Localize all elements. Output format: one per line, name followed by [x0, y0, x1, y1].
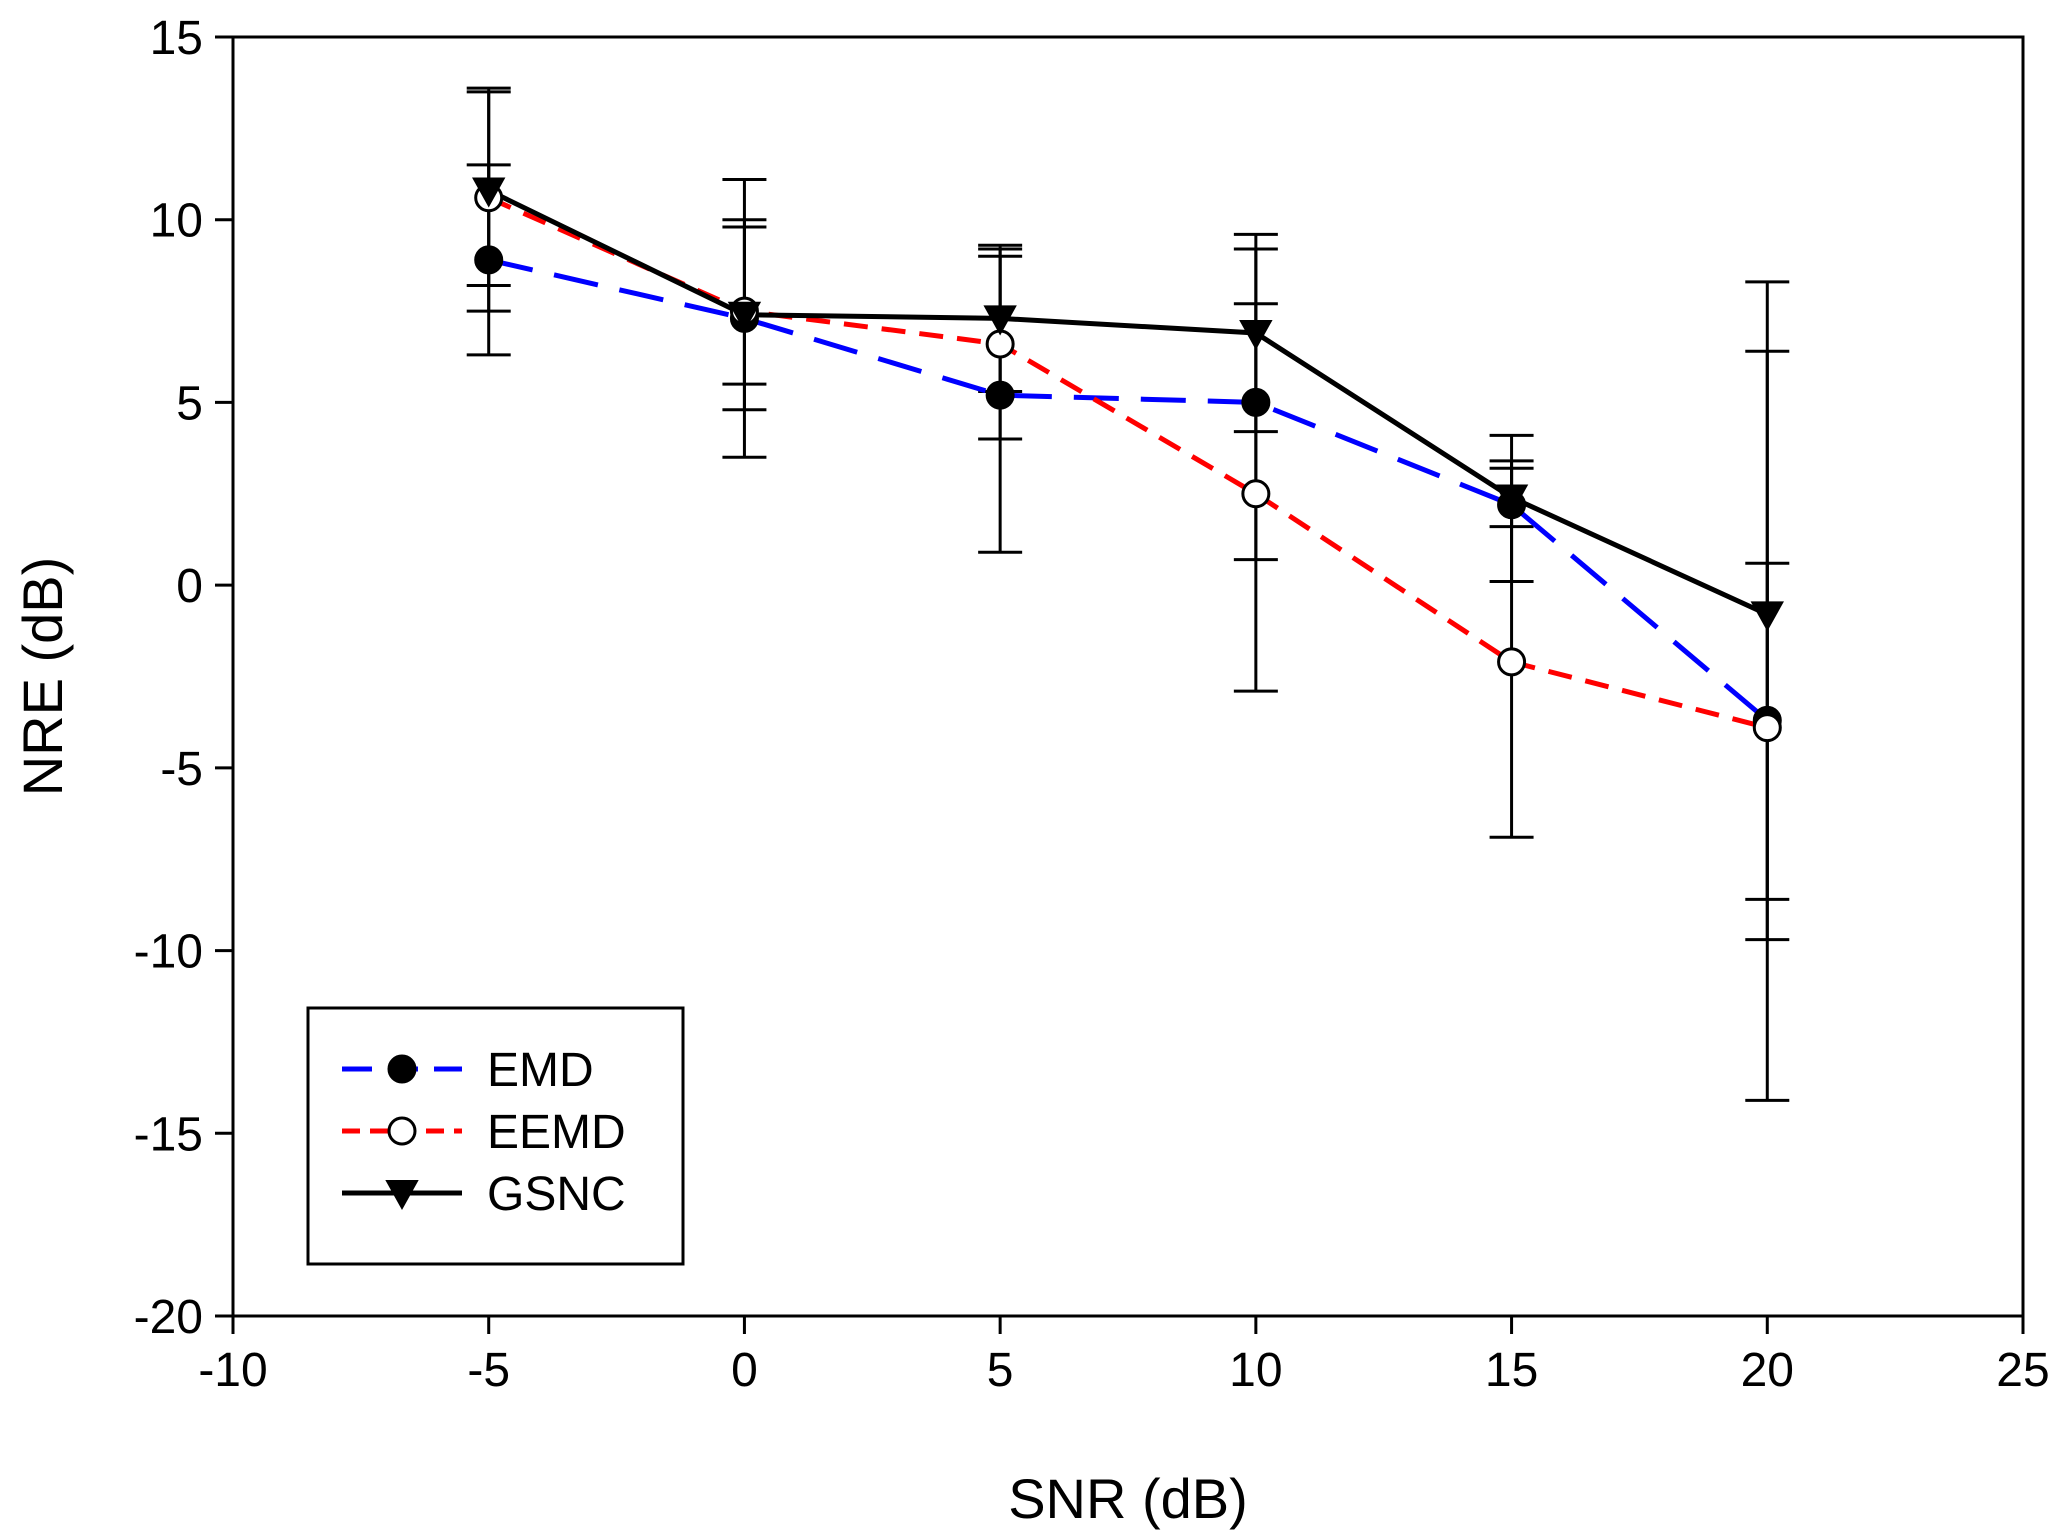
legend-label-emd: EMD: [487, 1044, 594, 1097]
y-tick-label: -5: [160, 743, 203, 796]
y-tick-label: 5: [176, 377, 203, 430]
data-point-eemd: [1752, 713, 1782, 743]
legend-marker-emd: [387, 1054, 417, 1084]
x-tick-label: 15: [1485, 1344, 1538, 1397]
legend-box: [306, 1006, 685, 1266]
data-point-emd: [474, 245, 504, 275]
data-point-gsnc: [727, 301, 762, 332]
data-point-emd: [1241, 387, 1271, 417]
x-tick-label: 20: [1741, 1344, 1794, 1397]
x-tick-label: -5: [467, 1344, 510, 1397]
data-point-gsnc: [472, 177, 506, 208]
data-point-eemd: [1497, 647, 1527, 677]
data-point-gsnc: [983, 305, 1017, 336]
series-line-gsnc: [487, 188, 1769, 617]
data-point-gsnc: [1750, 601, 1784, 632]
x-tick-label: 10: [1229, 1344, 1282, 1397]
x-axis-title: SNR (dB): [1008, 1467, 1248, 1530]
y-tick-label: -15: [134, 1108, 203, 1161]
data-point-eemd: [1241, 479, 1271, 509]
series-line-eemd: [487, 195, 1768, 731]
legend: EMD EEMD GSNC: [306, 1006, 685, 1266]
data-point-emd: [985, 380, 1015, 410]
x-tick-label: -10: [198, 1344, 267, 1397]
legend-marker-gsnc: [385, 1180, 419, 1211]
data-point-gsnc: [1494, 484, 1529, 515]
series-line-emd: [488, 257, 1769, 723]
x-tick-label: 25: [1996, 1344, 2049, 1397]
plot-frame: [231, 35, 2025, 1318]
legend-marker-eemd: [387, 1116, 417, 1146]
data-point-gsnc: [1239, 319, 1273, 351]
y-tick-label: 0: [176, 560, 203, 613]
y-tick-label: -20: [134, 1291, 203, 1344]
y-tick-label: 10: [150, 195, 203, 248]
legend-label-gsnc: GSNC: [487, 1168, 626, 1221]
y-tick-label: 15: [150, 12, 203, 65]
y-tick-label: -10: [134, 926, 203, 979]
x-tick-label: 5: [987, 1344, 1014, 1397]
legend-label-eemd: EEMD: [487, 1106, 626, 1159]
y-axis-title: NRE (dB): [11, 557, 74, 797]
x-tick-label: 0: [731, 1344, 758, 1397]
